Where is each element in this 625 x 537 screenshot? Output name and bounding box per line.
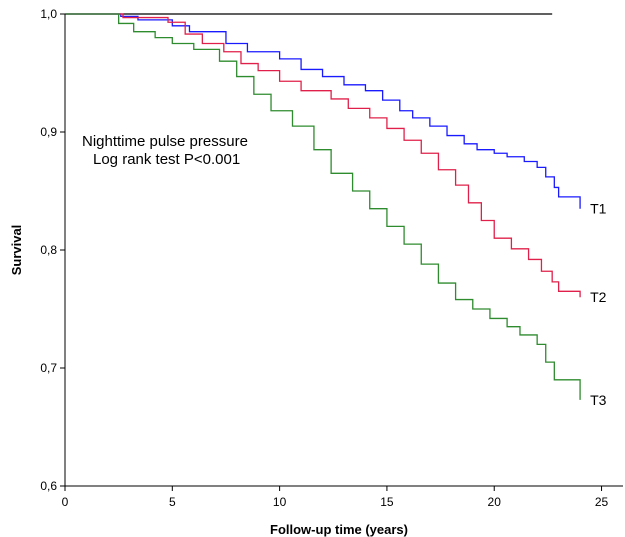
series-label-t1: T1 [590, 201, 607, 217]
annotation-title: Nighttime pulse pressure [82, 133, 248, 150]
series-end-labels: T1 T2 T3 [590, 201, 607, 408]
series-line-t1 [65, 13, 581, 209]
x-ticks: 0 5 10 15 20 25 [62, 486, 609, 509]
x-axis-title: Follow-up time (years) [270, 522, 408, 537]
y-ticks: 0,6 0,7 0,8 0,9 1,0 [40, 7, 65, 493]
series-line-t2 [65, 13, 581, 298]
y-tick-label: 1,0 [40, 7, 57, 21]
x-tick-label: 25 [595, 495, 609, 509]
series-label-t3: T3 [590, 392, 607, 408]
y-tick-label: 0,9 [40, 125, 57, 139]
annotation-logrank: Log rank test P<0.001 [93, 151, 240, 168]
y-tick-label: 0,7 [40, 361, 57, 375]
series-line-t3 [65, 13, 581, 400]
x-tick-label: 0 [62, 495, 69, 509]
x-tick-label: 5 [169, 495, 176, 509]
x-tick-label: 15 [380, 495, 394, 509]
y-tick-label: 0,8 [40, 243, 57, 257]
x-tick-label: 20 [488, 495, 502, 509]
x-tick-label: 10 [273, 495, 287, 509]
y-axis-title: Survival [9, 225, 24, 276]
series-layer [65, 13, 581, 400]
y-tick-label: 0,6 [40, 479, 57, 493]
series-label-t2: T2 [590, 289, 607, 305]
